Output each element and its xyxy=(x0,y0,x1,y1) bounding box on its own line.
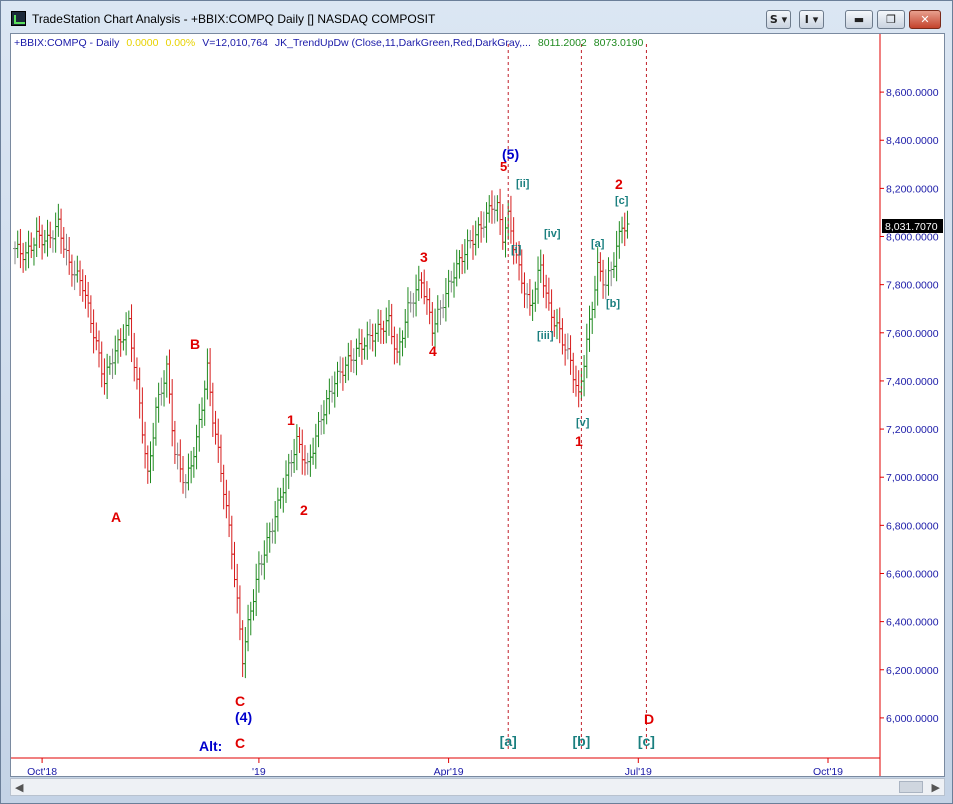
wave-label: [i] xyxy=(511,244,522,256)
symbol-label: +BBIX:COMPQ - Daily xyxy=(14,37,120,49)
wave-label: 3 xyxy=(420,249,428,265)
time-tick-label: '19 xyxy=(252,766,266,777)
last-price-tag: 8,031.7070 xyxy=(882,219,943,233)
wave-label: C xyxy=(235,693,245,709)
time-tick-label: Oct'19 xyxy=(813,766,843,777)
vertical-marker-label: [a] xyxy=(500,733,517,749)
wave-label: 5 xyxy=(500,159,507,174)
wave-label: (5) xyxy=(502,146,519,162)
price-bars xyxy=(13,188,630,679)
scroll-right-icon[interactable]: ▶ xyxy=(931,782,940,794)
wave-label: 2 xyxy=(615,176,623,192)
minimize-icon: ▬ xyxy=(853,13,865,26)
time-axis: Oct'18 '19 Apr'19 Jul'19 Oct'19 xyxy=(27,758,843,777)
strategy-menu-button[interactable]: S ▾ xyxy=(766,10,791,29)
chart-area[interactable]: 8,600.0000 8,400.0000 8,200.0000 8,000.0000… xyxy=(10,33,945,777)
price-tick-label: 6,800.0000 xyxy=(886,520,939,532)
wave-label: C xyxy=(235,735,245,751)
wave-label: (4) xyxy=(235,709,252,725)
close-button[interactable]: ✕ xyxy=(909,10,941,29)
window-title: TradeStation Chart Analysis - +BBIX:COMP… xyxy=(32,12,436,26)
change-percent: 0.00% xyxy=(165,37,196,49)
price-tick-label: 6,600.0000 xyxy=(886,568,939,580)
maximize-button[interactable]: ❐ xyxy=(877,10,905,29)
price-tick-label: 7,200.0000 xyxy=(886,424,939,436)
price-chart[interactable]: 8,600.0000 8,400.0000 8,200.0000 8,000.0000… xyxy=(11,34,945,777)
wave-labels: ABC(4)CAlt:1234(5)5[i][ii][iii][iv][v]1[… xyxy=(111,146,654,754)
price-tick-label: 6,400.0000 xyxy=(886,617,939,629)
price-axis: 8,600.0000 8,400.0000 8,200.0000 8,000.0000… xyxy=(880,87,939,725)
price-tick-label: 6,200.0000 xyxy=(886,665,939,677)
price-tick-label: 8,400.0000 xyxy=(886,135,939,147)
price-tick-label: 8,600.0000 xyxy=(886,87,939,99)
close-icon: ✕ xyxy=(920,13,930,26)
wave-label: [a] xyxy=(591,238,605,250)
wave-label: 1 xyxy=(575,433,583,449)
time-tick-label: Apr'19 xyxy=(434,766,464,777)
price-tick-label: 6,000.0000 xyxy=(886,713,939,725)
change-value: 0.0000 xyxy=(126,37,159,49)
scroll-thumb[interactable] xyxy=(899,781,923,793)
wave-label: [v] xyxy=(576,417,590,429)
indicator-label: JK_TrendUpDw (Close,11,DarkGreen,Red,Dar… xyxy=(274,37,531,49)
price-tick-label: 8,200.0000 xyxy=(886,183,939,195)
price-tick-label: 7,800.0000 xyxy=(886,280,939,292)
wave-label: 1 xyxy=(287,412,295,428)
volume-value: V=12,010,764 xyxy=(202,37,268,49)
price-tick-label: 7,000.0000 xyxy=(886,472,939,484)
vertical-marker-label: [c] xyxy=(638,733,655,749)
wave-label: [c] xyxy=(615,195,629,207)
scroll-left-icon[interactable]: ◀ xyxy=(15,782,24,794)
wave-label: 2 xyxy=(300,502,308,518)
title-bar: TradeStation Chart Analysis - +BBIX:COMP… xyxy=(1,1,952,33)
indicator-value-1: 8011.2002 xyxy=(537,37,587,49)
wave-label: [b] xyxy=(606,298,620,310)
vertical-markers: [a] [b] [c] xyxy=(500,44,655,749)
last-price-text: 8,031.7070 xyxy=(885,221,938,233)
price-tick-label: 7,400.0000 xyxy=(886,376,939,388)
indicator-menu-button[interactable]: I ▾ xyxy=(799,10,824,29)
time-tick-label: Jul'19 xyxy=(625,766,652,777)
minimize-button[interactable]: ▬ xyxy=(845,10,873,29)
wave-label: [ii] xyxy=(516,178,530,190)
time-tick-label: Oct'18 xyxy=(27,766,57,777)
price-tick-label: 7,600.0000 xyxy=(886,328,939,340)
horizontal-scrollbar[interactable]: ◀ ▶ xyxy=(10,778,945,796)
wave-label: Alt: xyxy=(199,738,222,754)
maximize-icon: ❐ xyxy=(886,13,896,26)
app-icon xyxy=(11,11,26,26)
vertical-marker-label: [b] xyxy=(572,733,590,749)
indicator-value-2: 8073.0190 xyxy=(593,37,644,49)
wave-label: 4 xyxy=(429,343,437,359)
wave-label: B xyxy=(190,336,200,352)
price-tick-label: 8,000.0000 xyxy=(886,232,939,244)
wave-label: A xyxy=(111,509,121,525)
chart-info-line: +BBIX:COMPQ - Daily 0.0000 0.00% V=12,010,7… xyxy=(14,37,650,49)
wave-label: [iii] xyxy=(537,330,554,342)
wave-label: [iv] xyxy=(544,228,561,240)
wave-label: D xyxy=(644,711,654,727)
